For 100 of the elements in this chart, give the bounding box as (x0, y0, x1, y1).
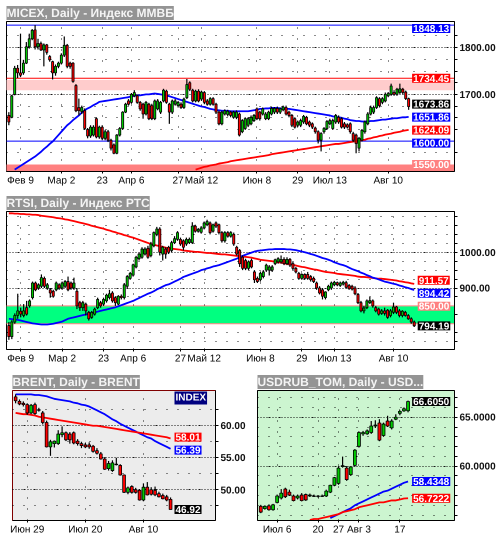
x-tick-label: Мар 2 (48, 354, 77, 364)
x-tick-label: 27 (172, 176, 184, 186)
candlestick (365, 298, 368, 310)
y-tick-label: 1700.00 (460, 90, 496, 101)
candlestick (357, 430, 361, 448)
text: INDEX (176, 392, 206, 404)
candlestick (392, 302, 395, 315)
candlestick (72, 430, 76, 445)
candlestick (246, 116, 250, 128)
x-tick-label: 23 (96, 176, 108, 186)
candlestick (64, 430, 68, 442)
candlestick (208, 220, 212, 235)
candlestick (267, 110, 270, 121)
candlestick (378, 96, 381, 108)
candlestick (247, 260, 250, 271)
candlestick (258, 110, 262, 122)
y-tick-label: 1000.00 (460, 248, 496, 259)
candlestick (250, 258, 253, 269)
data-label: 56.39 (176, 446, 201, 457)
candlestick (279, 488, 284, 500)
candlestick (284, 105, 288, 116)
candlestick (25, 300, 28, 316)
x-tick-label: 20 (312, 524, 324, 536)
ref-line-label: 850.00 (418, 302, 450, 313)
candlestick (94, 116, 98, 139)
candlestick (142, 102, 145, 120)
candlestick (200, 90, 203, 102)
candlestick (258, 271, 262, 282)
x-tick-label: Авг 3 (346, 524, 372, 536)
x-tick-label: Фев 9 (7, 176, 34, 186)
x-tick-label: Авг 10 (373, 176, 404, 186)
x-tick-label: Июн 8 (246, 354, 276, 364)
candlestick (147, 102, 150, 121)
candlestick (190, 222, 194, 245)
ref-line-label: 1600.00 (413, 138, 450, 150)
chart-title: BRENT, Daily - BRENT (12, 375, 141, 389)
x-tick-label: Май 12 (187, 354, 222, 364)
candlestick (305, 115, 308, 126)
y-tick-label: 1800.00 (460, 43, 496, 54)
candlestick (110, 290, 114, 304)
y-tick-label: 60.0000 (460, 462, 496, 473)
candlestick (150, 103, 154, 121)
y-tick-label: 55.00 (220, 453, 246, 464)
candlestick (238, 112, 241, 138)
candlestick (220, 110, 224, 126)
x-tick-label: Июн 29 (10, 524, 45, 536)
text: 46.92 (176, 504, 201, 516)
data-label: 1651.86 (413, 112, 450, 124)
x-tick-label: Июл 6 (262, 524, 292, 536)
candlestick (223, 230, 226, 244)
text: 1673.86 (413, 100, 450, 111)
line-series (8, 212, 416, 285)
candlestick (89, 124, 92, 138)
candlestick (54, 64, 57, 76)
ref-line-label: 1734.45 (413, 74, 450, 85)
y-tick-label: 50.00 (220, 485, 246, 496)
candlestick (106, 460, 110, 472)
candlestick (386, 308, 390, 320)
candlestick (42, 42, 46, 67)
candlestick (369, 420, 374, 434)
candlestick (22, 303, 26, 318)
candlestick (252, 270, 256, 284)
band-label: 1550.00 (413, 160, 450, 171)
candlestick (406, 400, 410, 413)
x-tick-label: Фев 9 (7, 354, 35, 364)
x-tick-label: 17 (394, 524, 406, 536)
y-tick-label: 60.00 (220, 421, 246, 432)
candlestick (146, 245, 150, 260)
candlestick (102, 456, 106, 471)
candlestick (194, 89, 198, 103)
candlestick (164, 246, 168, 260)
candlestick (250, 114, 253, 126)
x-tick-label: 27 (332, 524, 345, 536)
candlestick (255, 106, 258, 121)
x-tick-label: 29 (296, 354, 308, 364)
x-tick-label: 23 (98, 354, 110, 364)
candlestick (29, 403, 33, 415)
candlestick (104, 129, 107, 141)
candlestick (144, 100, 148, 116)
candlestick (340, 116, 343, 130)
candlestick (354, 133, 358, 154)
line-series (8, 248, 416, 326)
y-tick-label: 65.0000 (460, 412, 496, 424)
candlestick (110, 460, 114, 472)
candlestick (293, 116, 296, 130)
data-label: 58.4348 (413, 476, 450, 488)
x-tick-label: 29 (292, 176, 304, 186)
x-tick-label: Мар 2 (47, 176, 76, 186)
x-tick-label: Апр 6 (120, 354, 147, 364)
line-series (14, 393, 172, 450)
x-tick-label: Авг 10 (128, 524, 159, 536)
candlestick (325, 120, 328, 131)
text: 794.19 (418, 321, 450, 332)
x-tick-label: Апр 6 (118, 176, 145, 186)
candlestick (331, 118, 334, 131)
candlestick (390, 418, 394, 430)
chart-title: USDRUB_TOM, Daily - USD... (258, 375, 424, 389)
x-tick-label: 27 (174, 354, 186, 364)
candlestick (56, 430, 60, 446)
candlestick (84, 302, 88, 316)
